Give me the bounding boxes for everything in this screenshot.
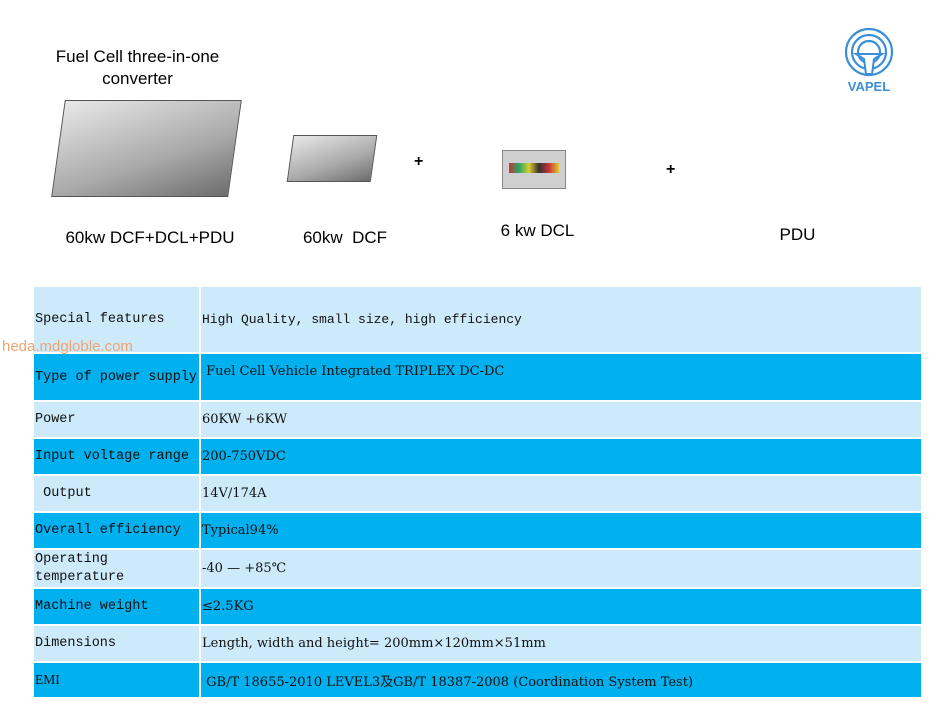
- product-label-pdu: PDU: [779, 225, 816, 244]
- spec-value: 14V/174A: [200, 475, 923, 513]
- spec-key: Dimensions: [34, 625, 201, 663]
- spec-key: Output: [34, 475, 201, 513]
- svg-text:VAPEL: VAPEL: [848, 79, 890, 94]
- spec-value: 200-750VDC: [200, 438, 923, 476]
- product-label-dcf: 60kw DCF: [302, 228, 388, 247]
- product-title: Fuel Cell three-in-one converter: [55, 47, 220, 88]
- plus-sign: +: [414, 153, 424, 170]
- vapel-logo: VAPEL: [836, 26, 902, 96]
- spec-value: 60KW +6KW: [200, 401, 923, 439]
- spec-value: Fuel Cell Vehicle Integrated TRIPLEX DC-…: [200, 353, 923, 402]
- spec-key: Overall efficiency: [34, 512, 201, 550]
- spec-value: -40 — +85℃: [200, 549, 923, 589]
- spec-value: ≤2.5KG: [200, 588, 923, 626]
- spec-value: Typical94%: [200, 512, 923, 550]
- spec-key: Type of power supply: [34, 353, 201, 402]
- spec-key: Machine weight: [34, 588, 201, 626]
- three-in-one-converter-image: [51, 100, 242, 197]
- spec-key: Operating temperature: [34, 549, 201, 589]
- spec-value: Length, width and height= 200mm×120mm×51…: [200, 625, 923, 663]
- product-label-combo: 60kw DCF+DCL+PDU: [65, 228, 235, 247]
- spec-value: GB/T 18655-2010 LEVEL3及GB/T 18387-2008 (…: [200, 662, 923, 699]
- plus-sign: +: [666, 161, 676, 178]
- dcf-image: [286, 135, 378, 182]
- spec-key: Special features: [34, 287, 201, 354]
- spec-key: Input voltage range: [34, 438, 201, 476]
- spec-key: EMI: [34, 662, 201, 699]
- watermark: heda.mdgloble.com: [2, 338, 133, 355]
- dcl-image: [502, 150, 566, 189]
- spec-table: Special features High Quality, small size…: [34, 287, 923, 699]
- spec-value: High Quality, small size, high efficienc…: [200, 287, 923, 354]
- spec-key: Power: [34, 401, 201, 439]
- product-label-dcl: 6 kw DCL: [500, 221, 575, 240]
